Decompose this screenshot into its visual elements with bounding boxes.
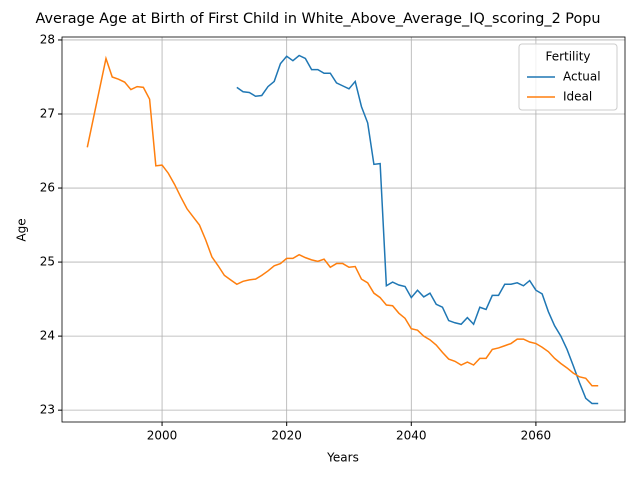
x-axis-label: Years — [326, 451, 359, 465]
y-tick-label: 23 — [40, 403, 55, 417]
plot-frame — [61, 36, 626, 423]
x-tick-label: 2000 — [147, 429, 178, 443]
legend-title: Fertility — [545, 50, 590, 64]
x-tick-label: 2040 — [396, 429, 427, 443]
x-tick-label: 2060 — [521, 429, 552, 443]
legend-label: Actual — [563, 70, 601, 84]
y-tick-label: 28 — [40, 32, 55, 46]
data-line — [86, 55, 599, 387]
y-tick-label: 25 — [40, 255, 55, 269]
y-tick-label: 26 — [40, 181, 55, 195]
legend-label: Ideal — [563, 90, 592, 104]
y-tick-label: 24 — [40, 329, 55, 343]
legend-box — [518, 43, 618, 111]
y-tick-label: 27 — [40, 107, 55, 121]
y-axis-label: Age — [15, 218, 29, 241]
legend: Fertility Actual Ideal — [518, 43, 618, 111]
x-tick-label: 2020 — [271, 429, 302, 443]
data-line — [236, 54, 599, 405]
chart-title: Average Age at Birth of First Child in W… — [35, 11, 600, 27]
